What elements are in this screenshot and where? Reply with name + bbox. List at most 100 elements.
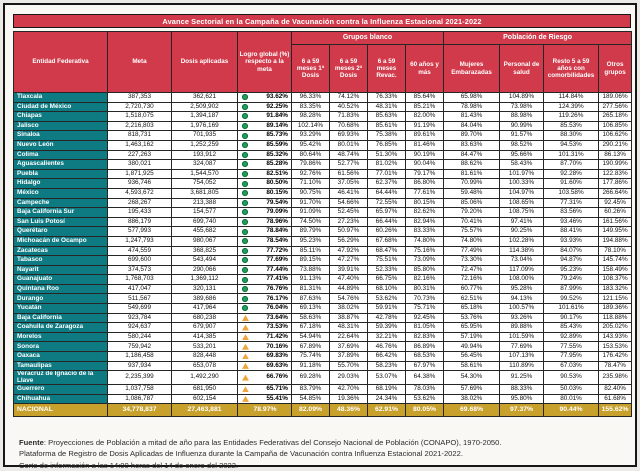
table-body: Tlaxcala 387,353 362,621 93.62% 96.33% 74.12%… <box>13 92 633 418</box>
table-row: Querétaro 577,993 455,682 78.84% 89.79% 50.97… <box>13 226 633 237</box>
pct-60mas-cell: 82.16% <box>404 274 445 285</box>
pct-6a59-1dosis-cell: 75.74% <box>291 351 330 362</box>
dosis-cell: 1,544,570 <box>171 168 238 180</box>
table-row: Guerrero 1,037,758 681,950 65.71% 83.79% 42.7… <box>13 384 633 395</box>
pct-6a59-revac-cell: 53.62% <box>367 293 406 305</box>
entidad-cell: Aguascalientes <box>13 159 108 170</box>
pct-embarazadas-cell: 73.30% <box>443 255 501 266</box>
pct-personal-salud-cell: 98.52% <box>499 139 545 151</box>
scanned-report-page: Avance Sectorial en la Campaña de Vacuna… <box>3 3 637 470</box>
pct-otros-grupos-cell: 61.68% <box>598 393 633 405</box>
logro-value: 89.14% <box>266 121 288 129</box>
pct-6a59-revac-cell: 76.33% <box>367 92 406 103</box>
logro-cell: 80.50% <box>237 178 292 189</box>
pct-personal-salud-cell: 91.25% <box>499 370 545 386</box>
meta-cell: 1,037,758 <box>107 384 172 395</box>
pct-60mas-cell: 90.04% <box>404 159 445 170</box>
meta-cell: 268,267 <box>107 197 172 209</box>
pct-comorbilidades-cell: 101.61% <box>543 303 600 314</box>
meta-cell: 923,784 <box>107 312 172 324</box>
pct-6a59-1dosis-cell: 90.75% <box>291 187 330 199</box>
logro-value: 76.04% <box>266 304 288 312</box>
table-row: Oaxaca 1,186,458 828,448 69.83% 75.74% 37.89%… <box>13 351 633 362</box>
pct-6a59-revac-cell: 32.21% <box>367 331 406 343</box>
table-row: Ciudad de México 2,720,730 2,509,902 92.25%… <box>13 101 633 113</box>
pct-personal-salud-cell: 95.28% <box>499 283 545 295</box>
table-row: Hidalgo 936,746 754,052 80.50% 71.10% 37.05% 6… <box>13 178 633 189</box>
pct-otros-grupos-cell: 118.88% <box>598 312 633 324</box>
logro-cell: 79.09% <box>237 207 292 218</box>
status-ok-icon <box>242 113 248 120</box>
pct-personal-salud-cell: 101.97% <box>499 168 545 180</box>
pct-personal-salud-cell: 114.38% <box>499 245 545 257</box>
pct-60mas-cell: 83.33% <box>404 226 445 237</box>
pct-6a59-2dosis-cell: 61.56% <box>329 168 368 180</box>
pct-60mas-cell: 67.97% <box>404 360 445 372</box>
pct-6a59-1dosis-cell: 85.11% <box>291 245 330 257</box>
pct-embarazadas-cell: 84.47% <box>443 149 501 161</box>
status-ok-icon <box>242 132 248 139</box>
meta-cell: 417,047 <box>107 283 172 295</box>
logro-value: 85.59% <box>266 141 288 149</box>
logro-cell: 78.54% <box>237 235 292 247</box>
pct-otros-grupos-cell: 161.56% <box>598 216 633 228</box>
dosis-cell: 1,492,290 <box>171 370 238 386</box>
logro-value: 85.73% <box>266 131 288 139</box>
table-row: Baja California Sur 195,433 154,577 79.09% 9… <box>13 207 633 218</box>
entidad-cell: NACIONAL <box>13 403 108 418</box>
pct-comorbilidades-cell: 91.60% <box>543 178 600 189</box>
pct-6a59-1dosis-cell: 82.09% <box>291 403 330 418</box>
pct-embarazadas-cell: 56.45% <box>443 351 501 362</box>
pct-embarazadas-cell: 57.19% <box>443 331 501 343</box>
pct-otros-grupos-cell: 60.26% <box>598 207 633 218</box>
pct-comorbilidades-cell: 95.23% <box>543 264 600 276</box>
meta-cell: 227,263 <box>107 149 172 161</box>
pct-comorbilidades-cell: 119.26% <box>543 111 600 122</box>
col-header-meta: Meta <box>107 31 172 93</box>
entidad-cell: Coahuila de Zaragoza <box>13 322 108 333</box>
status-ok-icon <box>242 180 248 187</box>
pct-personal-salud-cell: 117.09% <box>499 264 545 276</box>
report-title: Avance Sectorial en la Campaña de Vacuna… <box>13 14 631 28</box>
meta-cell: 195,433 <box>107 207 172 218</box>
pct-6a59-revac-cell: 75.51% <box>367 255 406 266</box>
entidad-cell: Ciudad de México <box>13 101 108 113</box>
pct-otros-grupos-cell: 78.10% <box>598 245 633 257</box>
status-ok-icon <box>242 190 248 197</box>
logro-value: 69.83% <box>266 352 288 360</box>
pct-embarazadas-cell: 59.48% <box>443 187 501 199</box>
pct-6a59-revac-cell: 24.34% <box>367 393 406 405</box>
dosis-cell: 213,388 <box>171 197 238 209</box>
entidad-cell: Nayarit <box>13 264 108 276</box>
pct-60mas-cell: 82.94% <box>404 216 445 228</box>
col-header-comorbilidades: Resto 5 a 59 años con comorbilidades <box>543 44 600 93</box>
pct-personal-salud-cell: 73.98% <box>499 101 545 113</box>
pct-6a59-1dosis-cell: 79.86% <box>291 159 330 170</box>
entidad-cell: Puebla <box>13 168 108 180</box>
pct-6a59-1dosis-cell: 91.13% <box>291 274 330 285</box>
pct-6a59-revac-cell: 81.02% <box>367 159 406 170</box>
entidad-cell: Sonora <box>13 341 108 353</box>
logro-cell: 65.71% <box>237 384 292 395</box>
table-row: Coahuila de Zaragoza 924,637 679,907 73.53%… <box>13 322 633 333</box>
pct-6a59-1dosis-cell: 69.13% <box>291 303 330 314</box>
dosis-cell: 680,238 <box>171 312 238 324</box>
status-warning-icon <box>242 324 249 331</box>
logro-value: 55.41% <box>266 394 288 402</box>
pct-6a59-2dosis-cell: 48.31% <box>329 322 368 333</box>
pct-6a59-2dosis-cell: 42.70% <box>329 384 368 395</box>
pct-otros-grupos-cell: 176.42% <box>598 351 633 362</box>
meta-cell: 1,186,458 <box>107 351 172 362</box>
dosis-cell: 653,078 <box>171 360 238 372</box>
pct-otros-grupos-cell: 277.56% <box>598 101 633 113</box>
pct-otros-grupos-cell: 121.15% <box>598 293 633 305</box>
pct-otros-grupos-cell: 266.64% <box>598 187 633 199</box>
pct-60mas-cell: 91.19% <box>404 120 445 132</box>
pct-6a59-1dosis-cell: 102.14% <box>291 120 330 132</box>
logro-value: 85.32% <box>266 150 288 158</box>
group-header-grupos-blanco: Grupos blanco <box>290 31 445 45</box>
meta-cell: 580,244 <box>107 331 172 343</box>
table-row: Michoacán de Ocampo 1,247,793 980,067 78.54… <box>13 235 633 247</box>
table-row: Yucatán 549,699 417,964 76.04% 69.13% 38.02% 5… <box>13 303 633 314</box>
entidad-cell: San Luis Potosí <box>13 216 108 228</box>
